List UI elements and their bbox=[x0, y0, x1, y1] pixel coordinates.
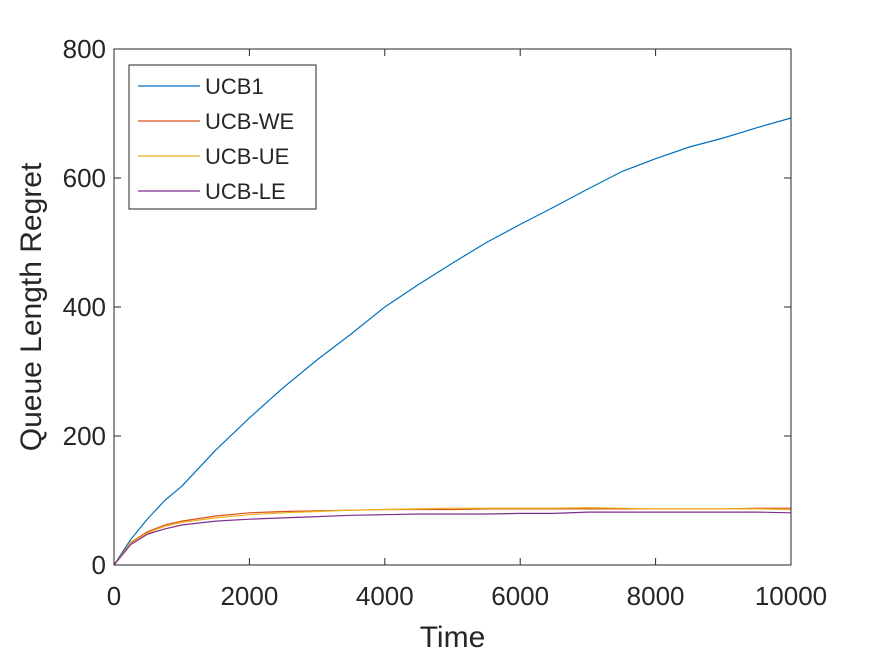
x-tick-label: 0 bbox=[107, 581, 121, 611]
y-tick-label: 400 bbox=[63, 292, 106, 322]
series-line-ucb-le bbox=[113, 511, 792, 566]
series-line-ucb1 bbox=[113, 117, 792, 566]
y-tick-label: 600 bbox=[63, 163, 106, 193]
tick-layer: 0 2000 4000 6000 8000 10000 0 200 400 600 800 bbox=[63, 34, 828, 611]
y-axis-title: Queue Length Regret bbox=[15, 162, 48, 451]
x-tick-label: 6000 bbox=[491, 581, 549, 611]
legend-label-ucb-we: UCB-WE bbox=[205, 109, 294, 134]
legend-label-ucb-ue: UCB-UE bbox=[205, 144, 289, 169]
x-tick-label: 8000 bbox=[627, 581, 685, 611]
legend-label-ucb-le: UCB-LE bbox=[205, 179, 286, 204]
y-tick-label: 200 bbox=[63, 421, 106, 451]
legend-label-ucb1: UCB1 bbox=[205, 74, 264, 99]
x-tick-label: 10000 bbox=[755, 581, 827, 611]
x-tick-label: 2000 bbox=[220, 581, 278, 611]
y-tick-label: 800 bbox=[63, 34, 106, 64]
x-tick-label: 4000 bbox=[356, 581, 414, 611]
legend-box bbox=[128, 64, 317, 210]
x-axis-title: Time bbox=[420, 621, 486, 654]
y-tick-label: 0 bbox=[92, 550, 106, 580]
series-line-ucb-ue bbox=[113, 507, 792, 566]
legend: UCB1 UCB-WE UCB-UE UCB-LE bbox=[128, 64, 317, 210]
series-layer bbox=[113, 117, 792, 566]
